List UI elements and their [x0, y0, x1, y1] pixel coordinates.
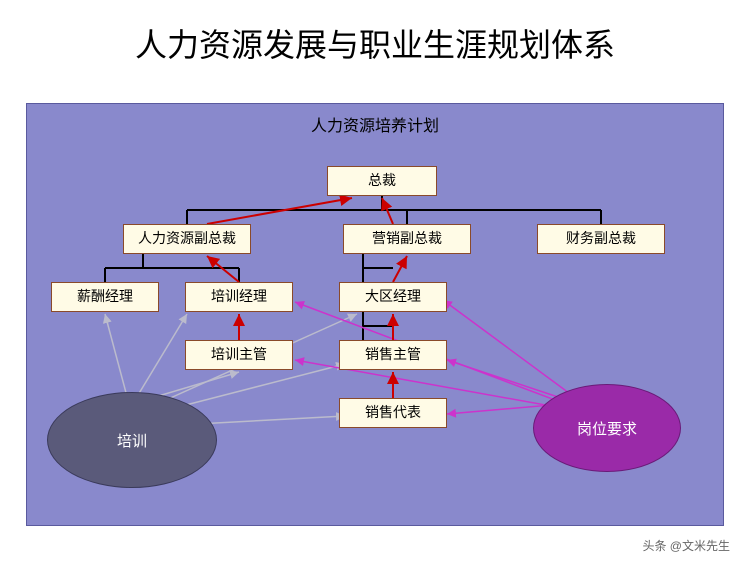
- slide-title: 人力资源发展与职业生涯规划体系: [0, 0, 750, 76]
- node-finance_vp: 财务副总裁: [537, 224, 665, 254]
- node-sales_sup: 销售主管: [339, 340, 447, 370]
- watermark: 头条 @文米先生: [642, 537, 730, 554]
- node-hr_vp: 人力资源副总裁: [123, 224, 251, 254]
- node-sales_rep: 销售代表: [339, 398, 447, 428]
- diagram-area: 人力资源培养计划 总裁人力资源副总裁 营销副总裁 财务副总裁薪酬经理培训经理 大区经理…: [26, 103, 724, 526]
- ellipse-job_req: 岗位要求: [533, 384, 681, 472]
- node-sales_vp: 营销副总裁: [343, 224, 471, 254]
- ellipse-training: 培训: [47, 392, 217, 488]
- node-train_sup: 培训主管: [185, 340, 293, 370]
- node-region_mgr: 大区经理: [339, 282, 447, 312]
- node-president: 总裁: [327, 166, 437, 196]
- diagram-subtitle: 人力资源培养计划: [27, 112, 723, 136]
- node-comp_mgr: 薪酬经理: [51, 282, 159, 312]
- node-train_mgr: 培训经理: [185, 282, 293, 312]
